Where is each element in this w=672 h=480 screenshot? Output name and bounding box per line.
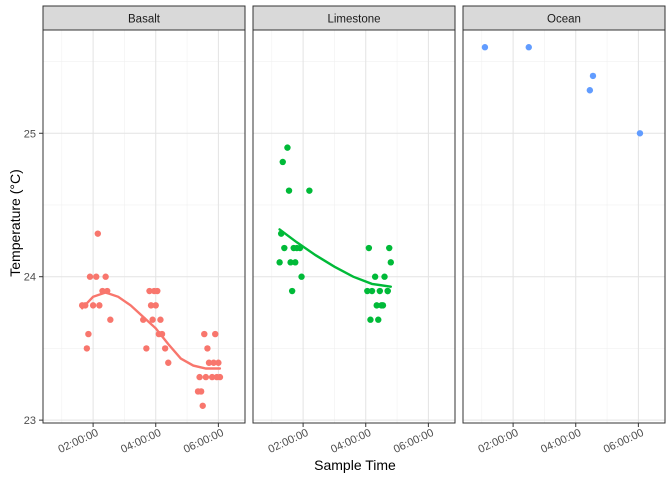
trend-line: [80, 291, 222, 370]
data-point: [279, 158, 286, 166]
data-point: [212, 330, 219, 338]
data-point: [157, 316, 164, 323]
data-point: [298, 273, 305, 280]
trend-line: [278, 228, 392, 288]
y-axis: 23 24 25: [24, 128, 43, 427]
data-point: [201, 330, 208, 338]
data-point: [199, 402, 206, 409]
data-point: [376, 287, 384, 295]
data-point: [276, 259, 283, 266]
data-point: [589, 72, 597, 80]
data-point: [384, 287, 391, 295]
data-point: [210, 359, 217, 366]
x-tick-label: 02:00:00: [56, 427, 100, 456]
data-point: [288, 287, 296, 295]
data-point: [373, 302, 380, 309]
data-point: [152, 302, 159, 309]
data-point: [367, 316, 374, 323]
data-point: [364, 287, 371, 295]
x-tick-label: 04:00:00: [329, 427, 373, 456]
data-point: [292, 259, 299, 266]
data-point: [525, 44, 532, 51]
facet-label: Basalt: [128, 14, 161, 26]
data-point: [202, 373, 210, 381]
y-tick-label: 23: [24, 415, 36, 427]
data-point: [146, 287, 153, 295]
facet-label: Limestone: [327, 14, 380, 26]
x-axis-title: Sample Time: [314, 457, 396, 473]
data-point: [165, 359, 172, 366]
data-point: [208, 373, 216, 381]
data-point: [205, 359, 213, 366]
facet-strip: [42, 5, 246, 31]
x-tick-label: 06:00:00: [392, 427, 436, 456]
data-point: [204, 345, 211, 352]
data-point: [586, 87, 594, 94]
panel-basalt: Basalt 02:00:00 04:00:00 06:00:00: [42, 5, 246, 456]
x-tick-label: 02:00:00: [476, 427, 520, 456]
data-point: [161, 345, 169, 352]
data-point: [306, 187, 313, 194]
data-point: [379, 302, 387, 309]
data-point: [197, 388, 205, 395]
data-point: [215, 359, 222, 366]
data-point: [147, 302, 155, 309]
panel-ocean: Ocean 02:00:00 04:00:00 06:00:00: [462, 5, 666, 456]
x-tick-label: 06:00:00: [182, 427, 226, 456]
data-point: [143, 345, 150, 352]
data-point: [375, 316, 382, 323]
panel-background: [463, 30, 665, 423]
x-tick-label: 04:00:00: [539, 427, 583, 456]
y-tick-label: 24: [24, 272, 36, 284]
data-point: [93, 273, 100, 280]
data-point: [96, 302, 103, 309]
data-point: [371, 273, 379, 280]
data-point: [481, 44, 489, 51]
data-point: [86, 273, 94, 280]
data-point: [387, 259, 394, 266]
data-point: [107, 316, 114, 323]
panels-layer: Basalt 02:00:00 04:00:00 06:00:00 Limestone 0…: [42, 5, 666, 456]
data-point: [85, 330, 92, 338]
data-point: [287, 259, 294, 266]
data-point: [281, 244, 288, 252]
data-point: [284, 144, 291, 151]
facet-strip: [252, 5, 456, 31]
data-point: [368, 287, 376, 295]
facet-label: Ocean: [547, 14, 581, 26]
data-point: [365, 244, 373, 252]
data-point: [89, 302, 97, 309]
data-point: [94, 230, 102, 237]
facet-strip: [462, 5, 666, 31]
x-tick-label: 02:00:00: [266, 427, 310, 456]
panel-limestone: Limestone 02:00:00 04:00:00 06:00:00: [252, 5, 456, 456]
y-axis-title: Temperature (°C): [7, 169, 23, 277]
data-point: [83, 345, 91, 352]
x-tick-label: 04:00:00: [119, 427, 163, 456]
data-point: [381, 273, 388, 280]
data-point: [285, 187, 293, 194]
data-point: [102, 273, 109, 280]
y-tick-label: 25: [24, 128, 36, 140]
panel-background: [43, 30, 245, 423]
data-point: [636, 130, 644, 137]
data-point: [154, 287, 161, 295]
data-point: [216, 373, 224, 381]
data-point: [196, 373, 203, 381]
data-point: [386, 244, 393, 252]
x-tick-label: 06:00:00: [602, 427, 646, 456]
panel-background: [253, 30, 455, 423]
data-point: [149, 316, 156, 323]
